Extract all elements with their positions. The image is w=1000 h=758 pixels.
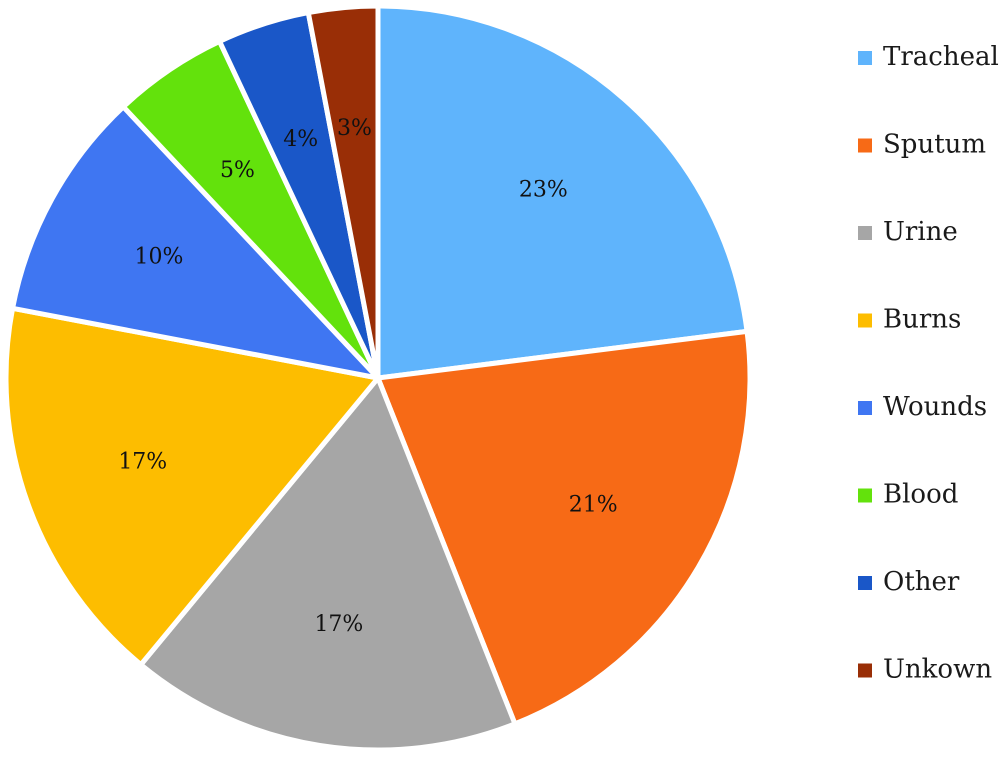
pie-slice-urine xyxy=(138,375,518,753)
legend-item-urine: Urine xyxy=(858,217,958,247)
pie-slice-labels: 23% 21% 17% 17% 10% 5% 4% 3% xyxy=(118,116,617,637)
pie-slice-burns xyxy=(3,305,381,668)
legend: Tracheal Sputum Urine Burns Wounds Blood Other… xyxy=(858,42,999,685)
legend-swatch-blood xyxy=(858,488,872,503)
legend-item-wounds: Wounds xyxy=(858,392,987,422)
legend-label-unkown: Unkown xyxy=(883,655,992,685)
slice-label-tracheal: 23% xyxy=(519,177,568,202)
legend-swatch-sputum xyxy=(858,138,872,153)
legend-label-blood: Blood xyxy=(883,480,958,510)
pie-slice-wounds xyxy=(10,104,381,381)
pie-slice-sputum xyxy=(375,328,753,727)
legend-item-burns: Burns xyxy=(858,305,961,335)
legend-label-sputum: Sputum xyxy=(883,130,986,160)
slice-label-urine: 17% xyxy=(314,612,363,637)
pie-slice-tracheal xyxy=(375,3,750,381)
legend-item-other: Other xyxy=(858,567,960,597)
legend-label-urine: Urine xyxy=(883,217,958,247)
legend-item-tracheal: Tracheal xyxy=(858,42,999,72)
legend-swatch-burns xyxy=(858,313,872,328)
slice-label-burns: 17% xyxy=(118,450,167,475)
slice-label-other: 4% xyxy=(283,127,318,152)
legend-swatch-wounds xyxy=(858,401,872,415)
legend-label-other: Other xyxy=(883,567,960,597)
legend-swatch-tracheal xyxy=(858,51,872,65)
legend-label-wounds: Wounds xyxy=(883,392,987,422)
legend-item-sputum: Sputum xyxy=(858,130,986,160)
legend-swatch-unkown xyxy=(858,663,872,678)
legend-swatch-urine xyxy=(858,226,872,240)
slice-label-unkown: 3% xyxy=(337,116,372,141)
pie-slices xyxy=(3,3,753,753)
slice-label-wounds: 10% xyxy=(134,245,183,270)
pie-slice-unkown xyxy=(305,3,381,381)
legend-swatch-other xyxy=(858,576,872,590)
legend-item-blood: Blood xyxy=(858,480,958,510)
legend-label-tracheal: Tracheal xyxy=(883,42,999,72)
slice-label-blood: 5% xyxy=(220,158,255,183)
slice-label-sputum: 21% xyxy=(569,492,618,517)
legend-item-unkown: Unkown xyxy=(858,655,992,685)
legend-label-burns: Burns xyxy=(883,305,961,335)
